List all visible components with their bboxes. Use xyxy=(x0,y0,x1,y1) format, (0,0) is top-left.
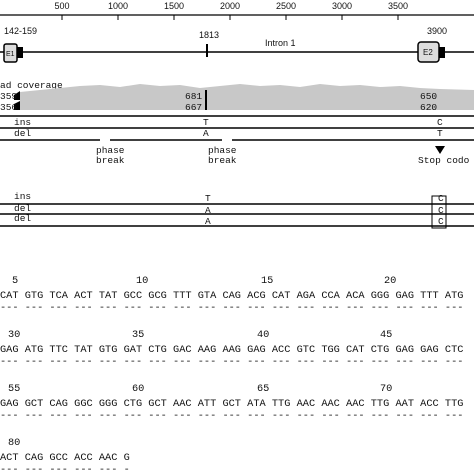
codon-row: GAG GCT CAG GGC GGG CTG GCT AAC ATT GCT … xyxy=(0,398,463,410)
row-right: C xyxy=(438,193,444,204)
row-mid: T xyxy=(203,117,209,128)
position-number: 35 xyxy=(132,329,144,341)
ruler-label: 3000 xyxy=(332,1,352,11)
row-name: del xyxy=(14,203,31,214)
cov-right-2: 620 xyxy=(420,102,437,113)
codon-row: CAT GTG TCA ACT TAT GCC GCG TTT GTA CAG … xyxy=(0,290,463,302)
position-number: 65 xyxy=(257,383,269,395)
sequence: 5 10 15 20 CAT GTG TCA ACT TAT GCC GCG TTT G… xyxy=(0,275,463,474)
ruler-label: 500 xyxy=(54,1,69,11)
coverage-edge xyxy=(14,91,20,110)
position-number: 80 xyxy=(8,437,20,449)
exon2-label: E2 xyxy=(423,48,433,57)
position-number: 55 xyxy=(8,383,20,395)
row-name: ins xyxy=(14,117,31,128)
dash-row: --- --- --- --- --- --- --- --- --- --- … xyxy=(0,356,463,368)
exon1-label: E1 xyxy=(6,51,15,58)
exon1-pos: 142-159 xyxy=(4,26,37,36)
row-name: ins xyxy=(14,191,31,202)
dash-row: --- --- --- --- --- --- --- --- --- --- … xyxy=(0,302,463,314)
position-number: 10 xyxy=(136,275,148,287)
row-mid: T xyxy=(205,193,211,204)
note: break xyxy=(96,155,125,166)
row-right: C xyxy=(438,216,444,227)
position-number: 15 xyxy=(261,275,273,287)
stop-arrow xyxy=(435,146,445,154)
cov-mid-1: 681 xyxy=(185,91,202,102)
position-number: 45 xyxy=(380,329,392,341)
highlight-box xyxy=(431,195,447,229)
cov-mid-2: 667 xyxy=(185,102,202,113)
codon-row: GAG ATG TTC TAT GTG GAT CTG GAC AAG AAG … xyxy=(0,344,463,356)
dash-row: --- --- --- --- --- --- --- --- --- --- … xyxy=(0,410,463,422)
dash-row: --- --- --- --- --- - xyxy=(0,464,130,474)
row-mid: A xyxy=(203,128,209,139)
position-number: 20 xyxy=(384,275,396,287)
row-name: del xyxy=(14,128,31,139)
coverage-label: ad coverage xyxy=(0,80,63,91)
row-name: del xyxy=(14,213,31,224)
row-mid: A xyxy=(205,216,211,227)
position-number: 5 xyxy=(12,275,18,287)
note: break xyxy=(208,155,237,166)
row-mid: A xyxy=(205,205,211,216)
position-number: 70 xyxy=(380,383,392,395)
exon2-cds xyxy=(439,47,445,58)
cov-left-2: 356 xyxy=(0,102,17,113)
row-right: C xyxy=(437,117,443,128)
codon-row: ACT CAG GCC ACC AAC G xyxy=(0,452,130,464)
position-number: 60 xyxy=(132,383,144,395)
row-right: T xyxy=(437,128,443,139)
exon2-pos: 3900 xyxy=(427,26,447,36)
cov-right-1: 650 xyxy=(420,91,437,102)
ruler-label: 2500 xyxy=(276,1,296,11)
intron-label: Intron 1 xyxy=(265,38,296,48)
ruler-label: 1500 xyxy=(164,1,184,11)
note: phase xyxy=(208,145,237,156)
ruler-label: 1000 xyxy=(108,1,128,11)
ruler: 500 1000 1500 2000 2500 3000 3500 xyxy=(54,1,408,20)
row-right: C xyxy=(438,205,444,216)
ruler-label: 2000 xyxy=(220,1,240,11)
note: phase xyxy=(96,145,125,156)
cov-left-1: 359 xyxy=(0,91,17,102)
position-number: 30 xyxy=(8,329,20,341)
variant-pos: 1813 xyxy=(199,30,219,40)
position-number: 40 xyxy=(257,329,269,341)
stop-label: Stop codo xyxy=(418,155,470,166)
exon1-cds xyxy=(17,47,23,58)
ruler-label: 3500 xyxy=(388,1,408,11)
coverage-area xyxy=(20,84,474,110)
